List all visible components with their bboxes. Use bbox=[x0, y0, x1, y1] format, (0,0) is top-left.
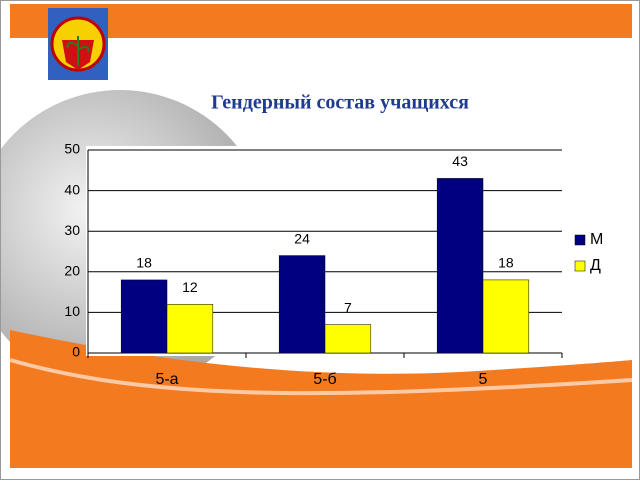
data-label: 18 bbox=[498, 255, 514, 271]
legend-swatch bbox=[574, 234, 586, 246]
y-tick-label: 40 bbox=[64, 181, 80, 197]
x-tick-label: 5-б bbox=[313, 371, 336, 388]
data-label: 43 bbox=[452, 153, 468, 169]
legend-label: М bbox=[590, 231, 603, 248]
bar bbox=[324, 324, 372, 354]
wave-line bbox=[9, 358, 633, 396]
x-tick-label: 5-а bbox=[155, 371, 178, 388]
y-tick-label: 50 bbox=[64, 141, 80, 157]
x-tick-label: 5 bbox=[479, 371, 488, 388]
bar bbox=[278, 255, 326, 354]
data-label: 24 bbox=[294, 230, 310, 246]
bar bbox=[482, 279, 530, 354]
legend-swatch bbox=[574, 260, 586, 272]
y-tick-label: 20 bbox=[64, 263, 80, 279]
bar bbox=[166, 304, 214, 354]
top-band bbox=[10, 4, 632, 38]
bar bbox=[436, 178, 484, 354]
chart-title: Гендерный состав учащихся bbox=[211, 92, 469, 114]
bottom-wave bbox=[10, 330, 632, 468]
logo bbox=[48, 8, 108, 80]
data-label: 7 bbox=[344, 299, 352, 315]
y-tick-label: 30 bbox=[64, 222, 80, 238]
data-label: 18 bbox=[136, 255, 152, 271]
y-tick-label: 10 bbox=[64, 303, 80, 319]
bar bbox=[120, 279, 168, 354]
y-tick-label: 0 bbox=[72, 344, 80, 360]
legend-label: Д bbox=[590, 257, 601, 274]
data-label: 12 bbox=[182, 279, 198, 295]
